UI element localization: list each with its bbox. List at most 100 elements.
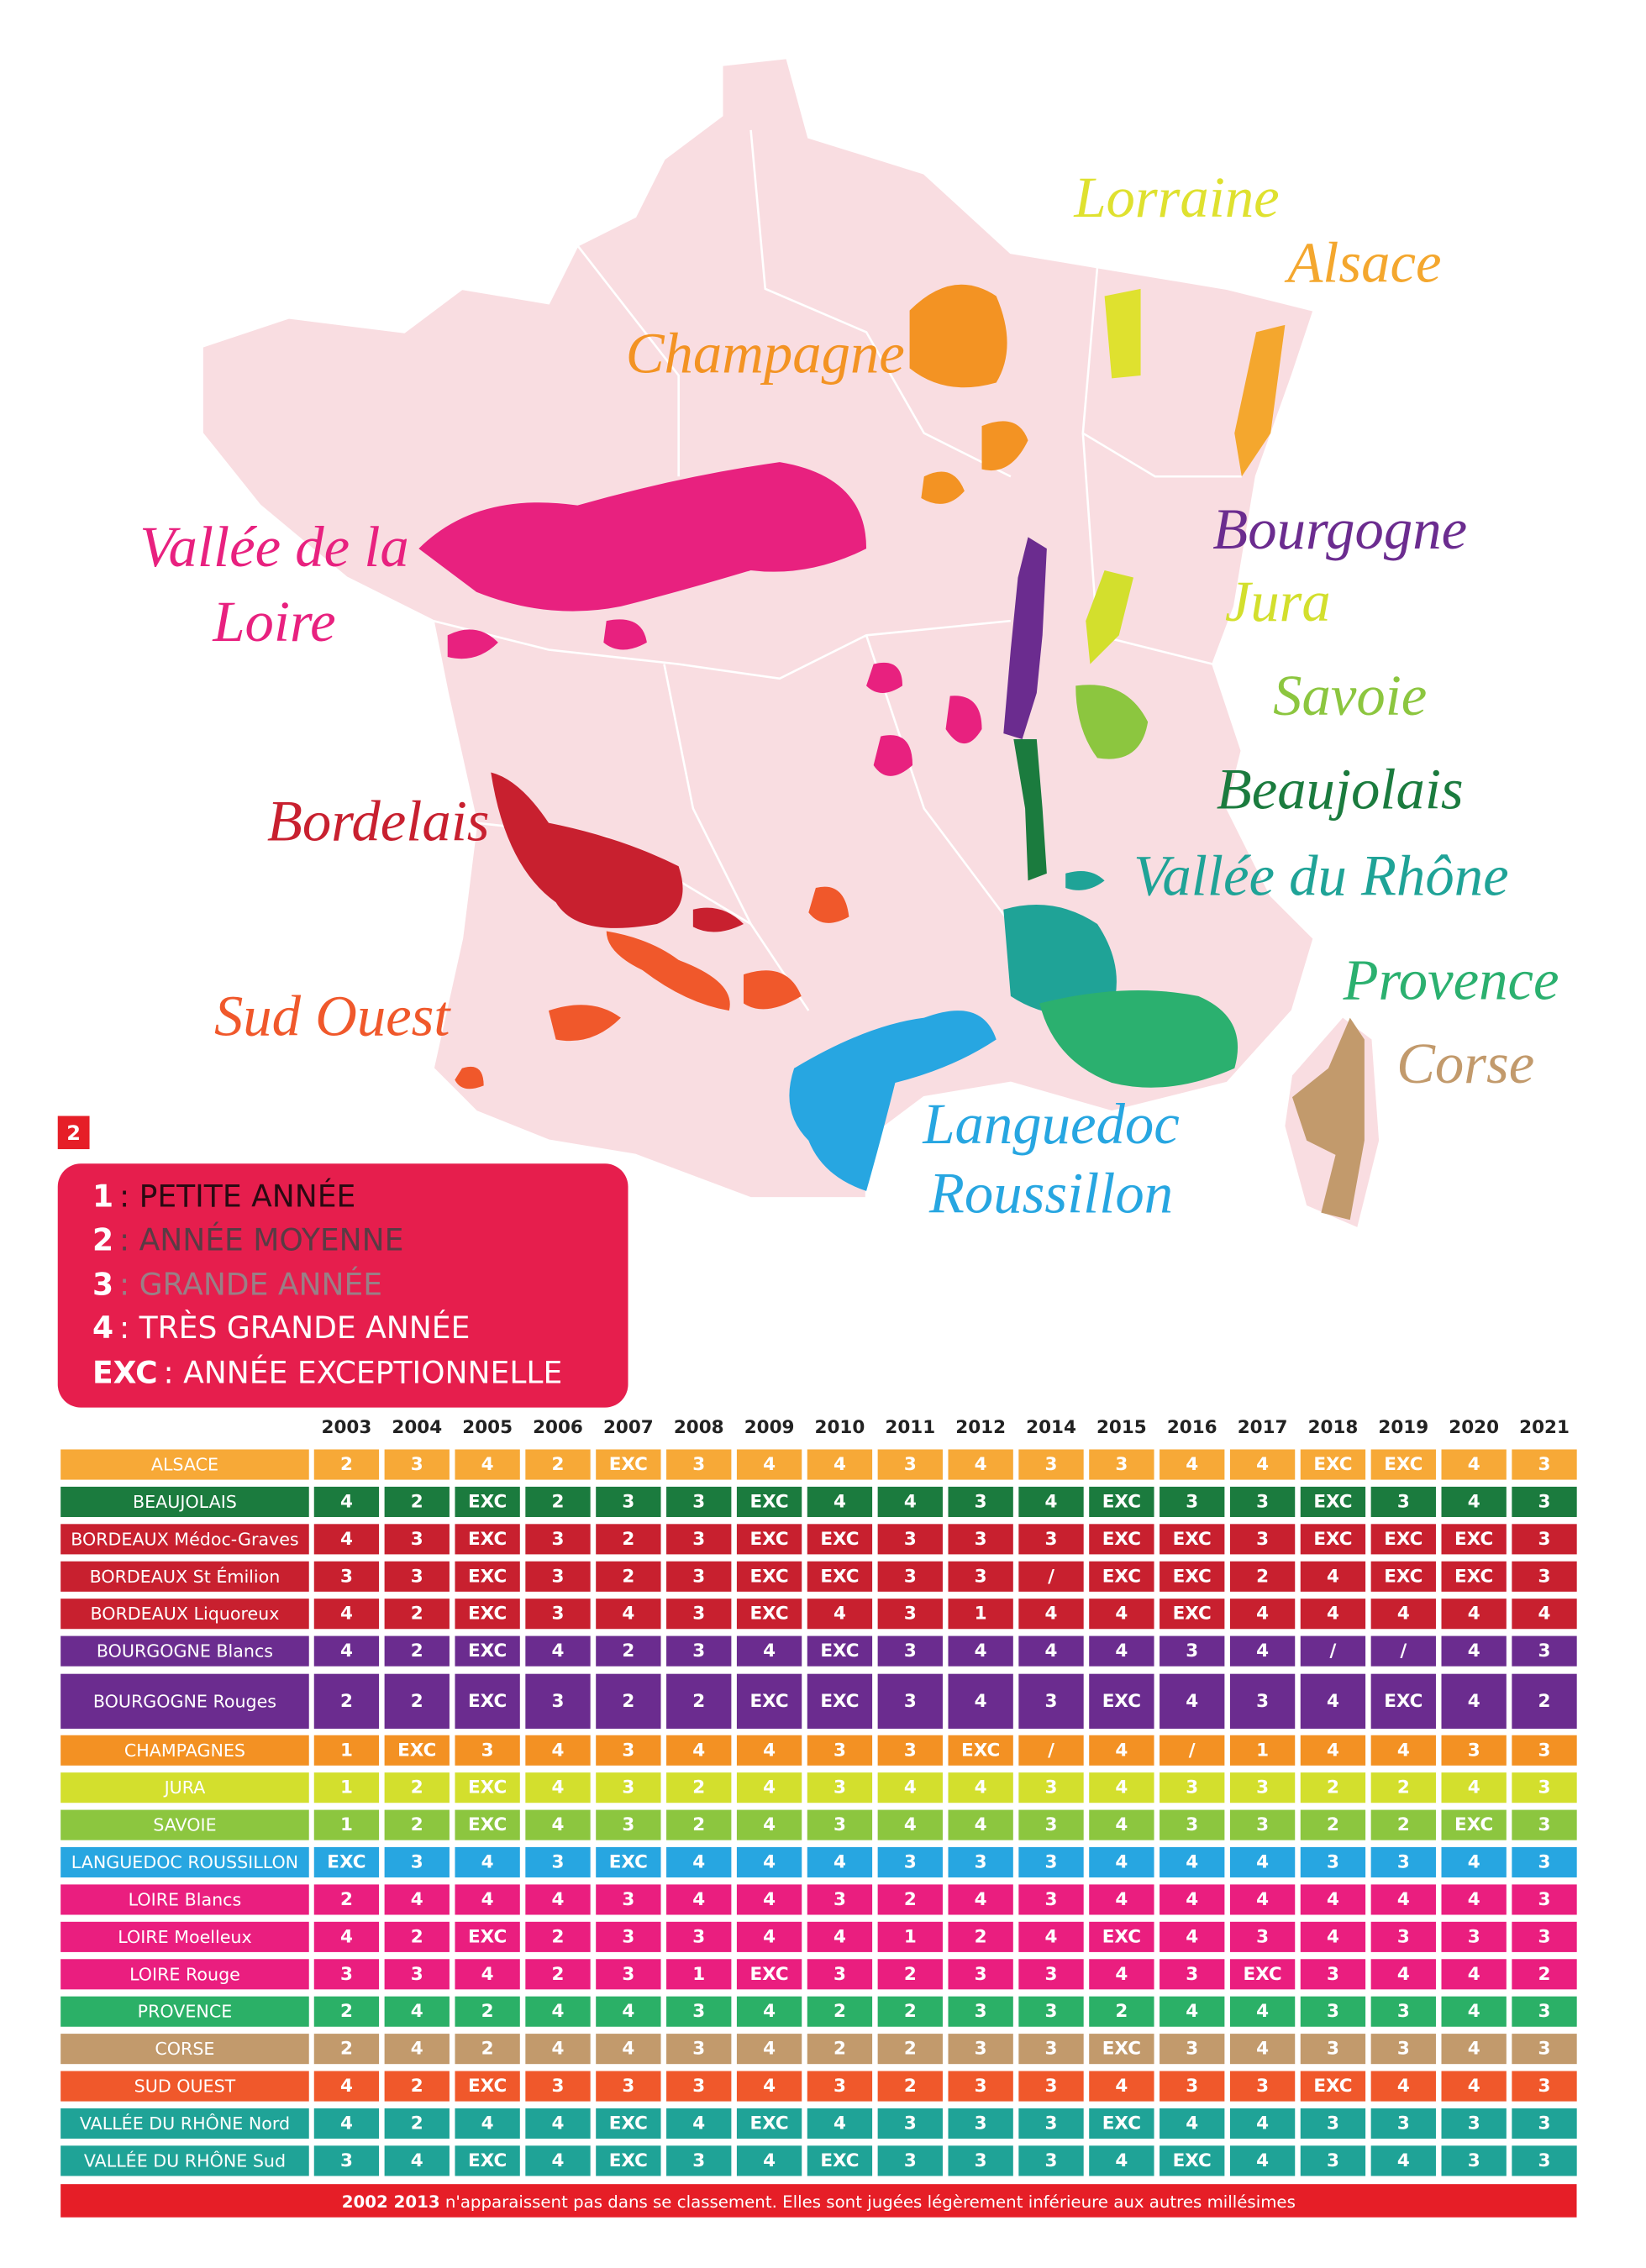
rating-cell (596, 1809, 661, 1840)
rating: 4 (1468, 1641, 1480, 1662)
region-cell (60, 1772, 309, 1803)
rating: 4 (975, 1777, 987, 1798)
rating-cell (1300, 1959, 1366, 1990)
legend-text: : ANNÉE MOYENNE (119, 1222, 403, 1257)
rating-cell (736, 1996, 802, 2027)
rating-cell (384, 1524, 450, 1555)
rating: 4 (1397, 2076, 1410, 2097)
rating-cell (313, 2071, 380, 2102)
rating: 4 (1115, 2150, 1128, 2171)
rating-cell (948, 1599, 1013, 1630)
footnote-bar (60, 2184, 1577, 2218)
rating: EXC (820, 2150, 859, 2171)
rating: 3 (1045, 1852, 1058, 1873)
region-cell (60, 1735, 309, 1766)
rating: 2 (552, 1964, 565, 1985)
rating-cell (1160, 1735, 1225, 1766)
rating-cell (666, 1673, 732, 1729)
rating-cell (1229, 1809, 1296, 1840)
rating: 3 (622, 1777, 634, 1798)
rating: 3 (904, 2113, 917, 2134)
rating-cell (807, 1735, 873, 1766)
rating-cell (1512, 1846, 1577, 1878)
rating-cell (948, 1524, 1013, 1555)
rating-cell (525, 1735, 591, 1766)
rating: 2 (340, 2039, 353, 2060)
rating: 3 (1327, 2039, 1339, 2060)
rating: 3 (1327, 1852, 1339, 1873)
rating-cell (313, 1772, 380, 1803)
rating-cell (666, 1561, 732, 1592)
region-label: Bordelais (267, 789, 490, 853)
region-cell (60, 1884, 309, 1915)
year-header: 2019 (1378, 1417, 1428, 1438)
rating: 3 (1045, 1889, 1058, 1910)
rating: 3 (904, 1604, 917, 1625)
rating-cell (1229, 1959, 1296, 1990)
region-label: Vallée du Rhône (1133, 844, 1509, 908)
legend-entry: 3: GRANDE ANNÉE (92, 1268, 382, 1303)
rating: 4 (1327, 1740, 1339, 1761)
rating: / (1048, 1740, 1054, 1761)
rating: 4 (340, 1529, 353, 1550)
rating: 4 (763, 1454, 776, 1475)
rating: 3 (552, 2076, 565, 2097)
rating-cell (1300, 2108, 1366, 2139)
rating-cell (1441, 1959, 1507, 1990)
rating-cell (666, 1772, 732, 1803)
region-name: VALLÉE DU RHÔNE Nord (80, 2113, 290, 2134)
rating: 3 (1397, 2039, 1410, 2060)
rating-cell (1300, 1735, 1366, 1766)
rating-cell (596, 2108, 661, 2139)
rating-cell (1089, 2108, 1154, 2139)
rating: 3 (1186, 1641, 1198, 1662)
legend-key: 2 (92, 1222, 113, 1257)
rating: EXC (961, 1740, 1000, 1761)
rating: EXC (1384, 1529, 1423, 1550)
rating: EXC (1173, 1604, 1212, 1625)
region-cell (60, 1809, 309, 1840)
rating-cell (666, 2145, 732, 2176)
rating-cell (666, 2034, 732, 2065)
rating: 3 (1538, 2076, 1551, 2097)
year-header: 2015 (1096, 1417, 1147, 1438)
rating: 2 (1397, 1777, 1410, 1798)
rating-cell (313, 1921, 380, 1952)
rating: EXC (327, 1852, 365, 1873)
rating-cell (666, 1524, 732, 1555)
rating-cell (1160, 1921, 1225, 1952)
rating-cell (1441, 2145, 1507, 2176)
rating: 3 (1327, 2113, 1339, 2134)
rating: 4 (1468, 1454, 1480, 1475)
rating-cell (807, 1959, 873, 1990)
rating: 3 (411, 1852, 423, 1873)
rating: 4 (1397, 1964, 1410, 1985)
year-header: 2003 (322, 1417, 372, 1438)
rating: 3 (975, 2150, 987, 2171)
rating-cell (384, 1846, 450, 1878)
rating-cell (1370, 1561, 1436, 1592)
rating-cell (1160, 1884, 1225, 1915)
rating-cell (1089, 1921, 1154, 1952)
rating: 4 (1115, 1777, 1128, 1798)
rating-cell (1370, 1599, 1436, 1630)
rating-cell (1018, 1809, 1084, 1840)
rating: 2 (411, 1641, 423, 1662)
rating: 3 (1115, 1454, 1128, 1475)
rating-cell (455, 1449, 520, 1480)
rating: / (1048, 1566, 1054, 1587)
rating-cell (525, 1635, 591, 1667)
rating: 3 (1397, 2001, 1410, 2022)
rating-cell (1089, 1809, 1154, 1840)
region-name: LOIRE Moelleux (118, 1927, 251, 1947)
rating: 4 (1468, 1852, 1480, 1873)
year-header: 2021 (1519, 1417, 1570, 1438)
rating: 2 (1115, 2001, 1128, 2022)
rating: 4 (1256, 1454, 1269, 1475)
legend-entry: 1: PETITE ANNÉE (92, 1179, 355, 1215)
rating: 4 (763, 1814, 776, 1835)
rating-cell (807, 1772, 873, 1803)
rating: 4 (552, 2150, 565, 2171)
rating-cell (807, 1635, 873, 1667)
